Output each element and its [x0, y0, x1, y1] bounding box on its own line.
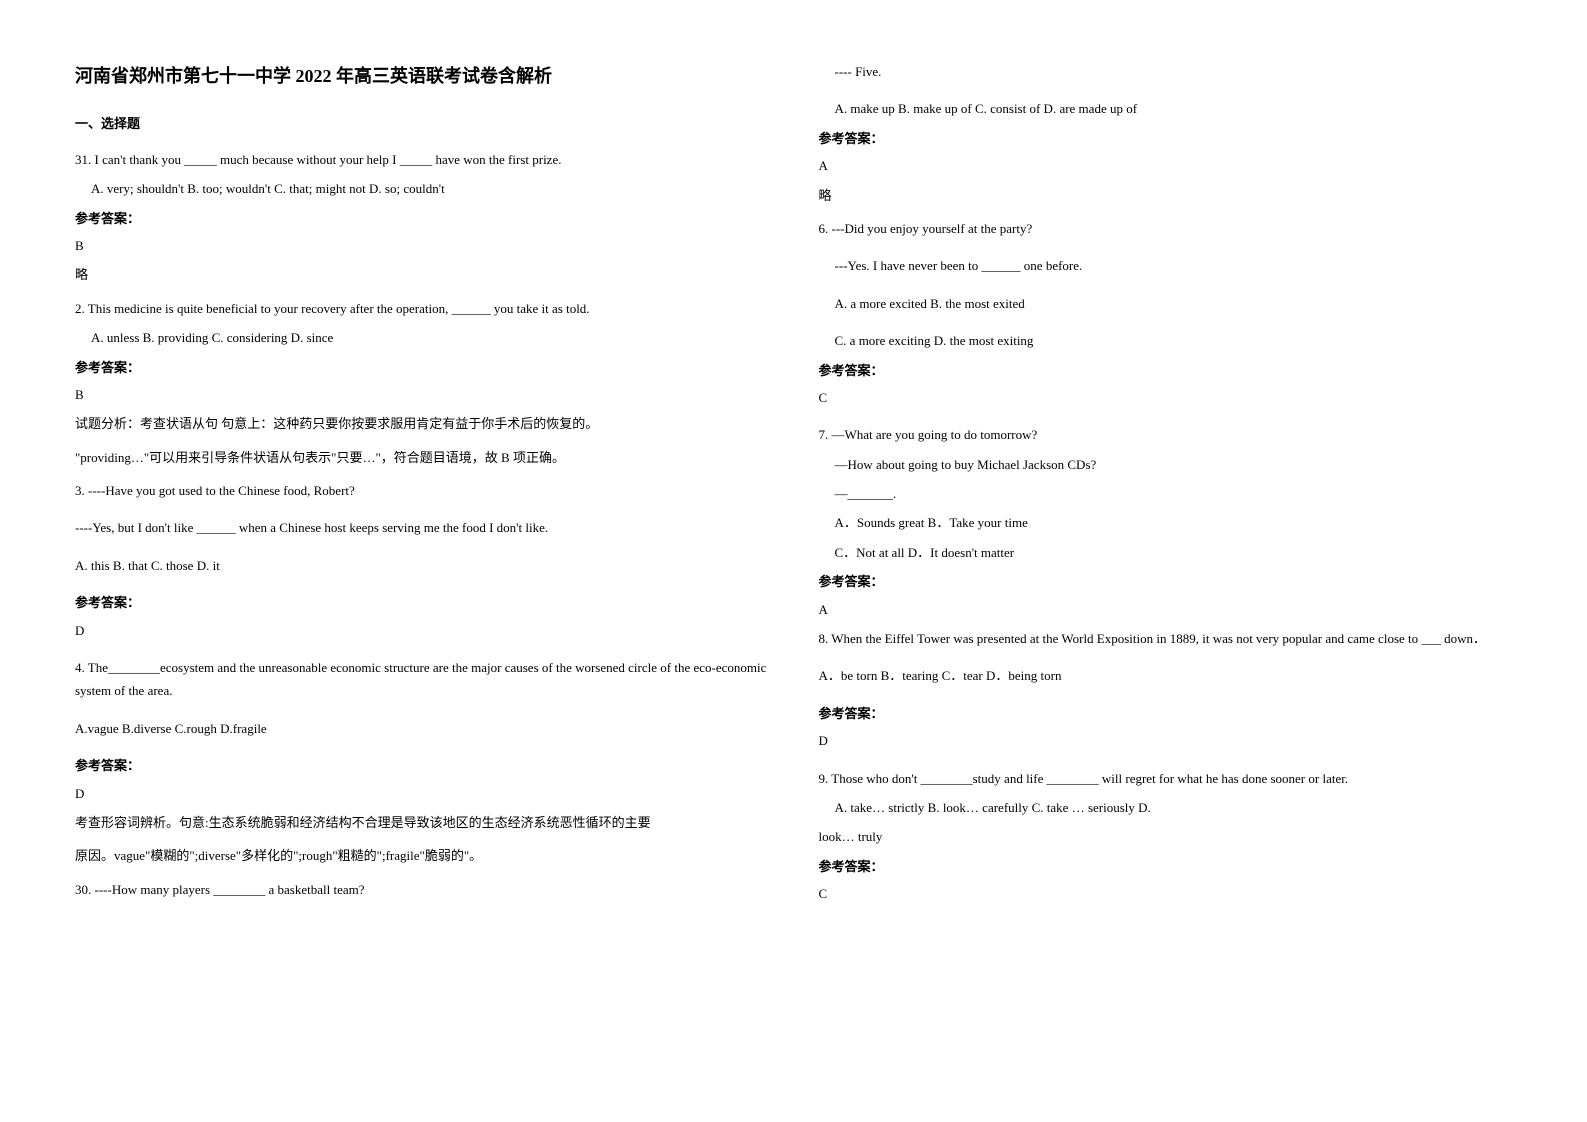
question-30-line2: ---- Five. [819, 60, 1513, 83]
question-30-line1: 30. ----How many players ________ a bask… [75, 878, 769, 901]
question-7-line3: —_______. [819, 482, 1513, 505]
section-header: 一、选择题 [75, 112, 769, 135]
answer-label: 参考答案： [819, 127, 1513, 150]
question-7-options-2: C．Not at all D．It doesn't matter [819, 541, 1513, 564]
question-31-answer: B [75, 234, 769, 257]
question-9: 9. Those who don't ________study and lif… [819, 767, 1513, 790]
question-30-note: 略 [819, 184, 1513, 207]
question-4-options: A.vague B.diverse C.rough D.fragile [75, 717, 769, 740]
question-4-explanation-1: 考查形容词辨析。句意:生态系统脆弱和经济结构不合理是导致该地区的生态经济系统恶性… [75, 811, 769, 834]
question-2-options: A. unless B. providing C. considering D.… [75, 326, 769, 349]
question-7-options-1: A．Sounds great B．Take your time [819, 511, 1513, 534]
question-9-answer: C [819, 882, 1513, 905]
answer-label: 参考答案： [819, 570, 1513, 593]
question-6-answer: C [819, 386, 1513, 409]
question-4-answer: D [75, 782, 769, 805]
question-9-options-2: look… truly [819, 825, 1513, 848]
answer-label: 参考答案： [75, 356, 769, 379]
answer-label: 参考答案： [75, 754, 769, 777]
question-3-line1: 3. ----Have you got used to the Chinese … [75, 479, 769, 502]
page-title: 河南省郑州市第七十一中学 2022 年高三英语联考试卷含解析 [75, 60, 769, 92]
question-6-line2: ---Yes. I have never been to ______ one … [819, 254, 1513, 277]
question-30-options: A. make up B. make up of C. consist of D… [819, 97, 1513, 120]
question-6-line1: 6. ---Did you enjoy yourself at the part… [819, 217, 1513, 240]
question-3-options: A. this B. that C. those D. it [75, 554, 769, 577]
question-7-line1: 7. —What are you going to do tomorrow? [819, 423, 1513, 446]
question-7-answer: A [819, 598, 1513, 621]
answer-label: 参考答案： [819, 702, 1513, 725]
question-3-line2: ----Yes, but I don't like ______ when a … [75, 516, 769, 539]
question-2-answer: B [75, 383, 769, 406]
answer-label: 参考答案： [75, 591, 769, 614]
answer-label: 参考答案： [819, 359, 1513, 382]
question-3-answer: D [75, 619, 769, 642]
question-6-options-2: C. a more exciting D. the most exiting [819, 329, 1513, 352]
question-4-explanation-2: 原因。vague"模糊的";diverse"多样化的";rough"粗糙的";f… [75, 844, 769, 867]
question-8: 8. When the Eiffel Tower was presented a… [819, 627, 1513, 650]
question-8-answer: D [819, 729, 1513, 752]
question-31-options: A. very; shouldn't B. too; wouldn't C. t… [75, 177, 769, 200]
question-4: 4. The________ecosystem and the unreason… [75, 656, 769, 703]
question-30-answer: A [819, 154, 1513, 177]
question-2-explanation-1: 试题分析：考查状语从句 句意上：这种药只要你按要求服用肯定有益于你手术后的恢复的… [75, 412, 769, 435]
question-31-note: 略 [75, 263, 769, 286]
question-7-line2: —How about going to buy Michael Jackson … [819, 453, 1513, 476]
answer-label: 参考答案： [75, 207, 769, 230]
question-31: 31. I can't thank you _____ much because… [75, 148, 769, 171]
question-2: 2. This medicine is quite beneficial to … [75, 297, 769, 320]
question-2-explanation-2: "providing…"可以用来引导条件状语从句表示"只要…"，符合题目语境，故… [75, 446, 769, 469]
question-8-options: A．be torn B．tearing C．tear D．being torn [819, 664, 1513, 687]
question-9-options-1: A. take… strictly B. look… carefully C. … [819, 796, 1513, 819]
question-6-options-1: A. a more excited B. the most exited [819, 292, 1513, 315]
answer-label: 参考答案： [819, 855, 1513, 878]
